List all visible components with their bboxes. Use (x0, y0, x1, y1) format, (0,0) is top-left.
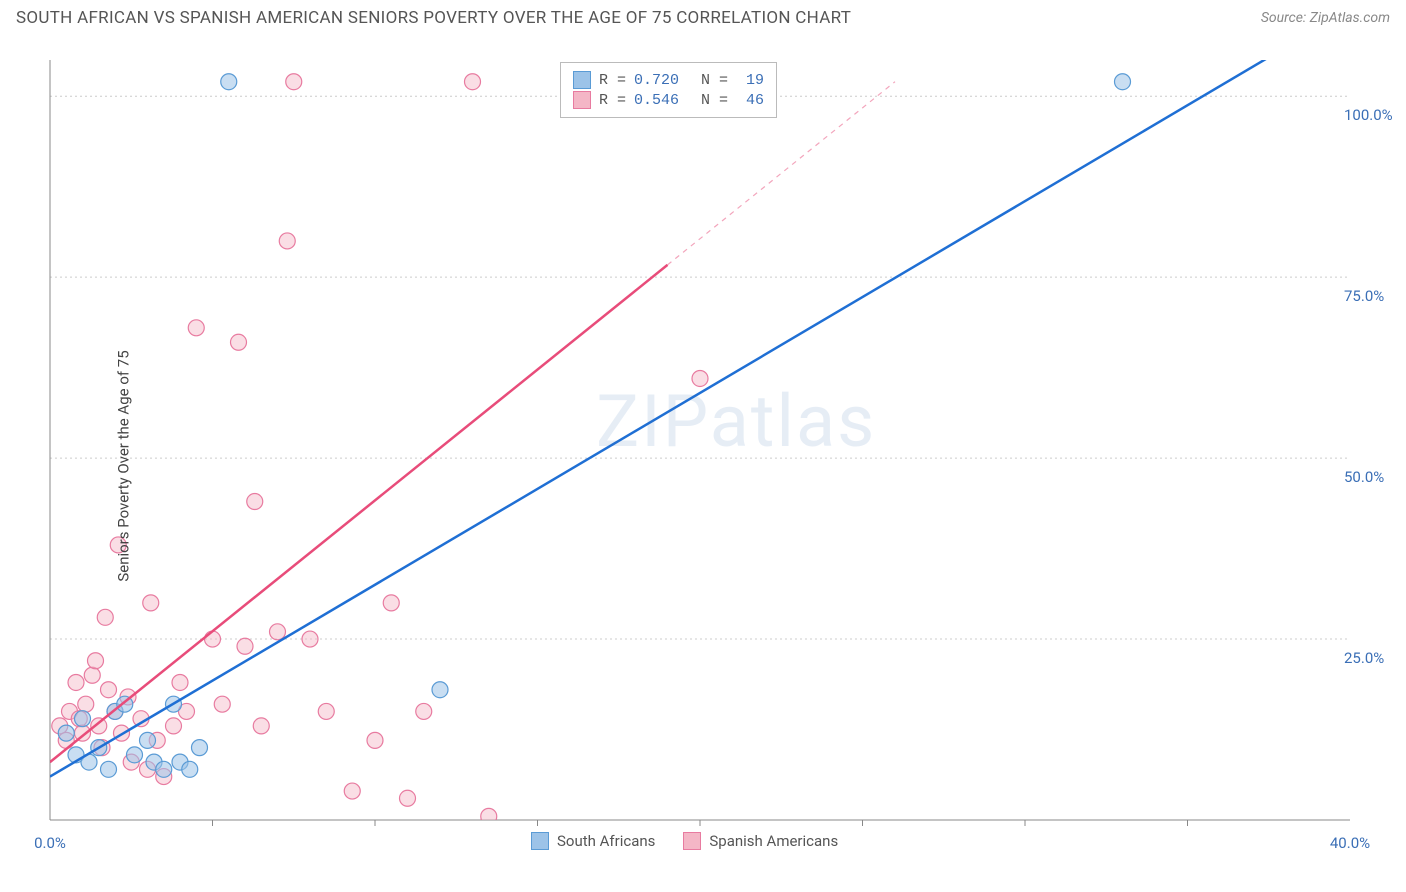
legend-label: South Africans (557, 832, 655, 850)
svg-text:25.0%: 25.0% (1344, 649, 1384, 667)
stats-legend-row: R = 0.720 N = 19 (573, 71, 764, 89)
stat-r-label: R = (599, 72, 626, 89)
source-attribution: Source: ZipAtlas.com (1261, 10, 1390, 26)
y-axis-label: Seniors Poverty Over the Age of 75 (115, 350, 133, 581)
legend-swatch (683, 832, 701, 850)
svg-text:50.0%: 50.0% (1344, 468, 1384, 486)
stat-r-value: 0.720 (634, 72, 679, 89)
legend-label: Spanish Americans (709, 832, 838, 850)
svg-text:100.0%: 100.0% (1344, 106, 1393, 124)
stat-n-label: N = (701, 92, 728, 109)
chart-title: SOUTH AFRICAN VS SPANISH AMERICAN SENIOR… (16, 8, 851, 28)
series-legend: South Africans Spanish Americans (531, 832, 838, 850)
stat-n-label: N = (701, 72, 728, 89)
chart-header: SOUTH AFRICAN VS SPANISH AMERICAN SENIOR… (0, 0, 1406, 32)
legend-item: Spanish Americans (683, 832, 838, 850)
chart-container: Seniors Poverty Over the Age of 75 25.0%… (0, 40, 1406, 892)
svg-text:75.0%: 75.0% (1344, 287, 1384, 305)
legend-swatch (573, 71, 591, 89)
stats-legend-row: R = 0.546 N = 46 (573, 91, 764, 109)
legend-swatch (573, 91, 591, 109)
scatter-plot: 25.0% 50.0% 75.0% 100.0% 0.0% 40.0% (0, 40, 1406, 860)
stat-n-value: 46 (736, 92, 764, 109)
legend-swatch (531, 832, 549, 850)
stat-r-label: R = (599, 92, 626, 109)
legend-item: South Africans (531, 832, 655, 850)
stat-r-value: 0.546 (634, 92, 679, 109)
stats-legend: R = 0.720 N = 19 R = 0.546 N = 46 (560, 62, 777, 118)
svg-text:0.0%: 0.0% (34, 834, 66, 852)
stat-n-value: 19 (736, 72, 764, 89)
svg-text:40.0%: 40.0% (1330, 834, 1370, 852)
